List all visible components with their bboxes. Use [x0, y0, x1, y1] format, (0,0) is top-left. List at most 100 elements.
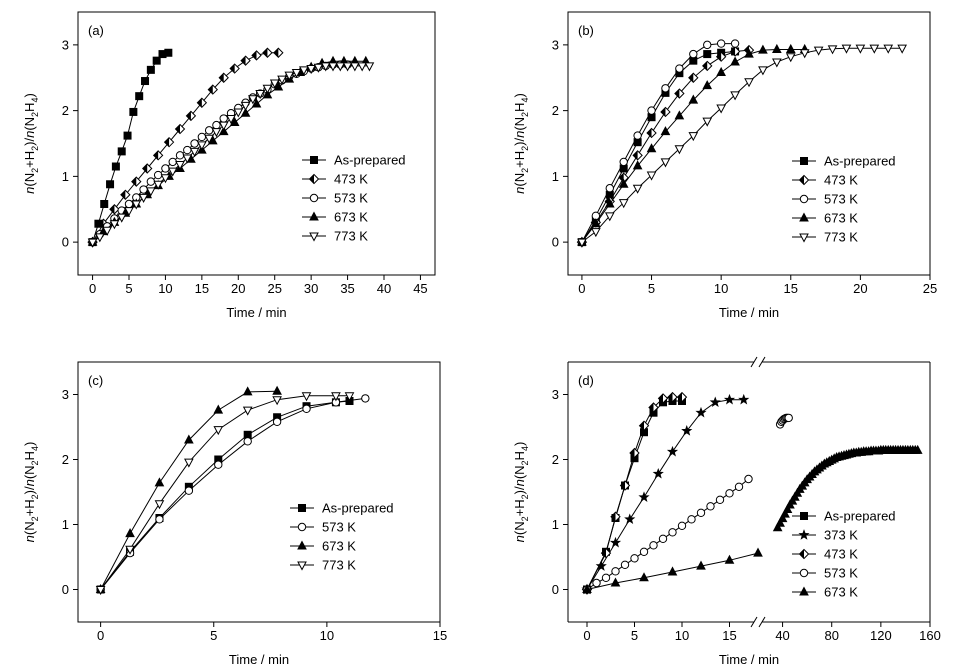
data-point: [738, 393, 750, 405]
legend-marker: [308, 173, 320, 185]
data-point: [117, 147, 126, 156]
legend-item-673-k: 673 K: [290, 539, 356, 554]
data-point: [715, 495, 725, 504]
series-as-prepared: [96, 397, 354, 594]
legend: As-prepared 573 K 673 K 773 K: [290, 501, 394, 573]
data-point: [124, 207, 134, 217]
data-point: [676, 391, 688, 403]
legend-item-as-prepared: As-prepared: [792, 509, 896, 524]
data-point: [591, 228, 601, 238]
data-point: [163, 136, 175, 148]
data-point: [273, 47, 284, 58]
data-point: [131, 200, 142, 210]
data-point: [146, 65, 155, 74]
marker-fill: [241, 56, 246, 66]
legend-marker: [799, 194, 809, 204]
y-axis-label: n(N2+H2)/n(N2H4): [22, 442, 40, 543]
panel-label: (d): [578, 373, 594, 388]
data-point: [688, 94, 699, 104]
data-point: [196, 97, 208, 108]
marker-fill: [677, 392, 682, 402]
legend-label: 673 K: [824, 211, 858, 226]
series-line: [581, 51, 736, 243]
data-point: [106, 180, 115, 189]
data-point: [582, 583, 592, 593]
data-point: [702, 117, 713, 127]
data-point: [912, 444, 923, 454]
data-point: [661, 84, 670, 93]
data-point: [729, 46, 741, 57]
marker-fill: [716, 52, 722, 62]
data-point: [301, 392, 312, 402]
marker-fill: [309, 174, 314, 184]
x-tick-label: 30: [304, 281, 318, 296]
marker-fill: [230, 64, 235, 74]
data-point: [226, 115, 236, 125]
legend-label: 573 K: [322, 520, 356, 535]
panel-label: (a): [88, 23, 104, 38]
data-point: [675, 64, 684, 73]
marker-fill: [639, 421, 644, 431]
data-point: [696, 560, 706, 570]
x-tick-label: 15: [433, 628, 447, 643]
data-point: [772, 43, 782, 53]
data-point: [302, 404, 311, 413]
data-point: [306, 65, 316, 75]
x-tick-label: 0: [97, 628, 104, 643]
data-point: [630, 554, 639, 563]
data-point: [709, 396, 721, 408]
legend-label: 473 K: [824, 547, 858, 562]
data-point: [725, 489, 734, 498]
data-point: [109, 204, 120, 215]
data-point: [647, 106, 656, 115]
legend-marker: [799, 233, 809, 243]
legend-item-573-k: 573 K: [792, 566, 858, 581]
legend-marker: [298, 504, 306, 512]
data-point: [135, 92, 144, 101]
y-axis-label-part: ): [22, 93, 37, 97]
series-373-k: [581, 393, 750, 595]
series-line: [92, 64, 348, 243]
legend-label: As-prepared: [334, 153, 406, 168]
legend-label: As-prepared: [824, 509, 896, 524]
legend-label: 673 K: [824, 585, 858, 600]
data-point: [744, 48, 754, 58]
legend-item-773-k: 773 K: [792, 230, 858, 245]
x-tick-label: 25: [267, 281, 281, 296]
data-point: [624, 513, 636, 525]
data-point: [344, 392, 355, 402]
data-point: [674, 110, 685, 120]
data-point: [218, 121, 229, 131]
y-axis-label-part: n: [512, 535, 527, 542]
y-tick-label: 0: [62, 235, 69, 250]
data-point: [242, 406, 253, 416]
y-axis-label-part: (N: [512, 173, 527, 187]
data-point: [604, 198, 615, 208]
data-point: [620, 560, 630, 569]
data-point: [218, 72, 229, 83]
data-point: [744, 474, 753, 484]
data-point: [799, 49, 810, 59]
data-point: [632, 150, 643, 161]
data-point: [677, 521, 687, 530]
legend: As-prepared 473 K 573 K 673 K 773 K: [792, 154, 896, 245]
data-point: [218, 126, 229, 136]
y-axis-label-part: +H: [22, 151, 37, 168]
series-line: [92, 65, 370, 243]
y-axis-label-part: 2: [520, 494, 530, 499]
y-axis-label-part: 2: [520, 112, 530, 117]
legend-marker: [799, 568, 809, 578]
axis-break-mark: [758, 616, 766, 628]
data-point: [185, 110, 197, 122]
legend-label: As-prepared: [322, 501, 394, 516]
data-point: [785, 53, 796, 63]
data-point: [214, 460, 223, 469]
data-point: [638, 420, 650, 431]
data-point: [160, 174, 171, 184]
legend-item-473-k: 473 K: [792, 547, 858, 562]
data-point: [123, 131, 132, 140]
series-573-k: [577, 39, 740, 247]
